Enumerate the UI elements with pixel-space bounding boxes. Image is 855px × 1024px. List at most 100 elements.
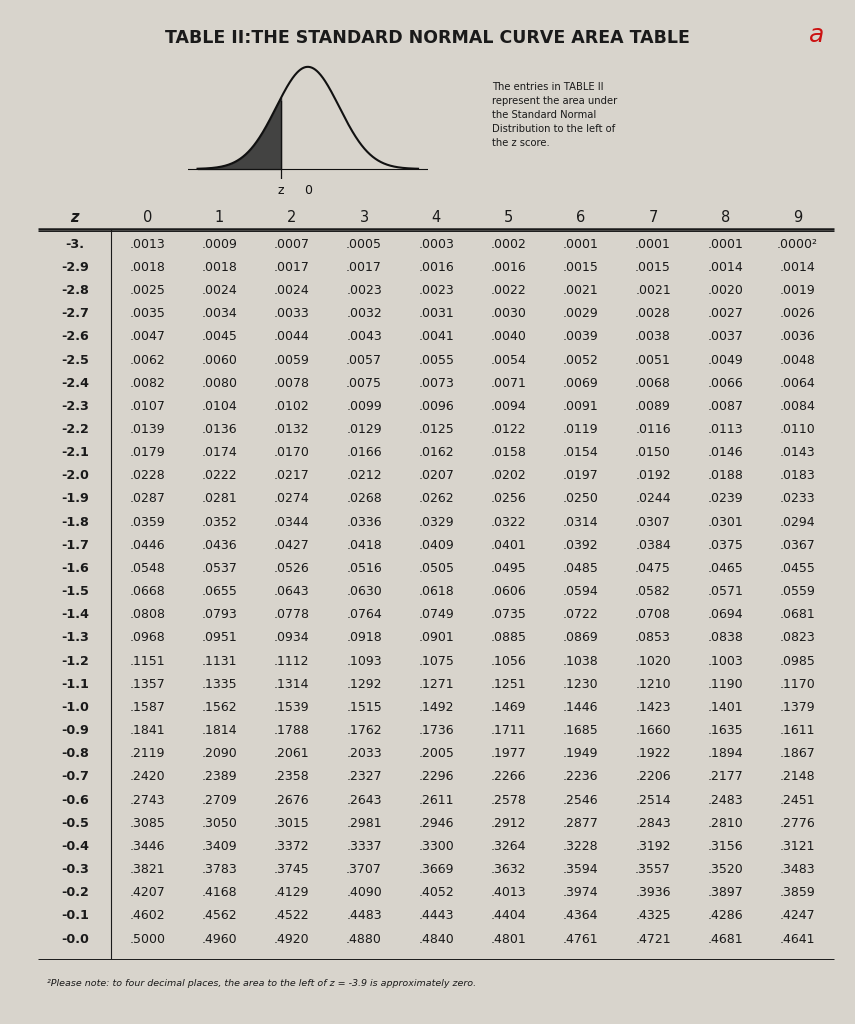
- Text: .0000²: .0000²: [777, 238, 818, 251]
- Text: .0934: .0934: [274, 632, 310, 644]
- Text: -2.2: -2.2: [61, 423, 89, 436]
- Text: .2810: .2810: [707, 817, 743, 829]
- Text: .0853: .0853: [635, 632, 671, 644]
- Text: .0045: .0045: [202, 331, 238, 343]
- Text: .0039: .0039: [563, 331, 598, 343]
- Text: .0150: .0150: [635, 446, 671, 459]
- Text: .2061: .2061: [274, 748, 310, 760]
- Text: -0.1: -0.1: [61, 909, 89, 923]
- Text: .4129: .4129: [274, 887, 310, 899]
- Text: .0094: .0094: [491, 399, 527, 413]
- Text: .0002: .0002: [491, 238, 527, 251]
- Text: .2358: .2358: [274, 770, 310, 783]
- Text: .0143: .0143: [780, 446, 816, 459]
- Text: .4920: .4920: [274, 933, 310, 945]
- Text: .0089: .0089: [635, 399, 671, 413]
- Text: -0.0: -0.0: [61, 933, 89, 945]
- Text: .0594: .0594: [563, 585, 598, 598]
- Text: .1788: .1788: [274, 724, 310, 737]
- Text: 2: 2: [287, 210, 297, 225]
- Text: .3859: .3859: [780, 887, 816, 899]
- Text: .0352: .0352: [202, 516, 238, 528]
- Text: .0087: .0087: [707, 399, 743, 413]
- Text: z: z: [71, 210, 79, 225]
- Text: .1762: .1762: [346, 724, 382, 737]
- Text: .2514: .2514: [635, 794, 671, 807]
- Text: .3015: .3015: [274, 817, 310, 829]
- Text: .0057: .0057: [346, 353, 382, 367]
- Text: -1.3: -1.3: [61, 632, 89, 644]
- Text: .3372: .3372: [274, 840, 310, 853]
- Text: .4364: .4364: [563, 909, 598, 923]
- Text: .0091: .0091: [563, 399, 598, 413]
- Text: .0017: .0017: [346, 261, 382, 273]
- Text: -1.5: -1.5: [61, 585, 89, 598]
- Text: .0485: .0485: [563, 562, 598, 575]
- Text: .0064: .0064: [780, 377, 816, 390]
- Text: .0031: .0031: [418, 307, 454, 321]
- Text: .0020: .0020: [707, 284, 743, 297]
- Text: .0016: .0016: [418, 261, 454, 273]
- Text: .2776: .2776: [780, 817, 816, 829]
- Text: 9: 9: [793, 210, 802, 225]
- Text: .0132: .0132: [274, 423, 310, 436]
- Text: .3707: .3707: [346, 863, 382, 877]
- Text: -0.5: -0.5: [61, 817, 89, 829]
- Text: .0548: .0548: [129, 562, 165, 575]
- Text: -1.4: -1.4: [61, 608, 89, 622]
- Text: .2981: .2981: [346, 817, 382, 829]
- Text: .0294: .0294: [780, 516, 816, 528]
- Text: .1635: .1635: [707, 724, 743, 737]
- Text: -2.3: -2.3: [61, 399, 89, 413]
- Text: .1867: .1867: [780, 748, 816, 760]
- Text: .1251: .1251: [491, 678, 527, 691]
- Text: .4562: .4562: [202, 909, 238, 923]
- Text: .0475: .0475: [635, 562, 671, 575]
- Text: .0314: .0314: [563, 516, 598, 528]
- Text: .2912: .2912: [491, 817, 527, 829]
- Text: .1131: .1131: [202, 654, 238, 668]
- Text: -1.1: -1.1: [61, 678, 89, 691]
- Text: .0018: .0018: [129, 261, 165, 273]
- Text: .3121: .3121: [780, 840, 816, 853]
- Text: .2877: .2877: [563, 817, 598, 829]
- Text: .0107: .0107: [129, 399, 165, 413]
- Text: z: z: [278, 184, 284, 198]
- Text: .0022: .0022: [491, 284, 527, 297]
- Text: -2.6: -2.6: [61, 331, 89, 343]
- Text: .0367: .0367: [780, 539, 816, 552]
- Text: -1.0: -1.0: [61, 701, 89, 714]
- Text: .3446: .3446: [129, 840, 165, 853]
- Text: .2266: .2266: [491, 770, 527, 783]
- Text: .1020: .1020: [635, 654, 671, 668]
- Text: .1075: .1075: [418, 654, 454, 668]
- Text: .0455: .0455: [780, 562, 816, 575]
- Text: -0.2: -0.2: [61, 887, 89, 899]
- Text: TABLE II:THE STANDARD NORMAL CURVE AREA TABLE: TABLE II:THE STANDARD NORMAL CURVE AREA …: [165, 29, 690, 47]
- Text: .0015: .0015: [563, 261, 598, 273]
- Text: .0005: .0005: [346, 238, 382, 251]
- Text: .0571: .0571: [707, 585, 743, 598]
- Text: .0207: .0207: [418, 469, 454, 482]
- Text: .0125: .0125: [418, 423, 454, 436]
- Text: .4013: .4013: [491, 887, 527, 899]
- Text: .2578: .2578: [491, 794, 527, 807]
- Text: .4522: .4522: [274, 909, 310, 923]
- Text: .0618: .0618: [418, 585, 454, 598]
- Text: .0708: .0708: [635, 608, 671, 622]
- Text: .0019: .0019: [780, 284, 816, 297]
- Text: .0023: .0023: [418, 284, 454, 297]
- Text: .3050: .3050: [202, 817, 238, 829]
- Text: .1660: .1660: [635, 724, 671, 737]
- Text: .0526: .0526: [274, 562, 310, 575]
- Text: 3: 3: [359, 210, 369, 225]
- Text: -0.6: -0.6: [61, 794, 89, 807]
- Text: .0104: .0104: [202, 399, 238, 413]
- Text: .0158: .0158: [491, 446, 527, 459]
- Text: .4443: .4443: [418, 909, 454, 923]
- Text: .3228: .3228: [563, 840, 598, 853]
- Text: .0749: .0749: [418, 608, 454, 622]
- Text: -0.8: -0.8: [61, 748, 89, 760]
- Text: .4880: .4880: [346, 933, 382, 945]
- Text: .0102: .0102: [274, 399, 310, 413]
